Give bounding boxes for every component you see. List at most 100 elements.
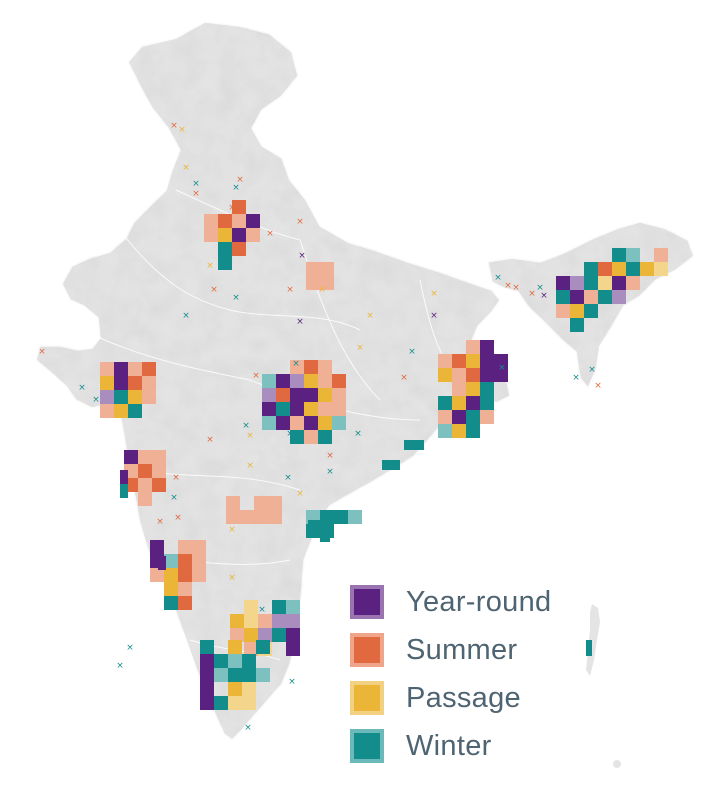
grid-cell (138, 492, 152, 506)
cross-marker-icon: × (408, 347, 416, 357)
cross-marker-icon: × (498, 363, 506, 373)
grid-cell (230, 628, 244, 642)
cross-marker-icon: × (286, 429, 294, 439)
coastal-cell (158, 556, 166, 570)
grid-cell (114, 362, 128, 376)
cross-marker-icon: × (588, 365, 596, 375)
grid-cell (320, 276, 334, 290)
cross-marker-icon: × (92, 395, 100, 405)
cross-marker-icon: × (326, 467, 334, 477)
cross-marker-icon: × (178, 125, 186, 135)
coastal-cell (308, 520, 330, 530)
grid-cell (480, 382, 494, 396)
grid-cell (466, 354, 480, 368)
grid-cell (332, 402, 346, 416)
grid-cell (452, 354, 466, 368)
grid-cell (320, 262, 334, 276)
grid-cell (138, 464, 152, 478)
cross-marker-icon: × (572, 373, 580, 383)
grid-cell (142, 376, 156, 390)
legend-item-winter: Winter (350, 722, 610, 770)
coastal-cell (586, 640, 592, 656)
grid-cell (306, 276, 320, 290)
grid-cell (276, 416, 290, 430)
grid-cell (438, 424, 452, 438)
grid-cell (138, 478, 152, 492)
grid-cell (556, 276, 570, 290)
cross-marker-icon: × (192, 189, 200, 199)
grid-cell (494, 354, 508, 368)
grid-cell (244, 614, 258, 628)
grid-cell (150, 540, 164, 554)
grid-cell (584, 304, 598, 318)
grid-cell (192, 540, 206, 554)
grid-cell (262, 402, 276, 416)
grid-cell (128, 404, 142, 418)
coastal-cell (120, 484, 128, 498)
grid-cell (114, 404, 128, 418)
grid-cell (164, 596, 178, 610)
summer-swatch (350, 633, 384, 667)
cross-marker-icon: × (366, 311, 374, 321)
cross-marker-icon: × (246, 461, 254, 471)
cross-marker-icon: × (172, 473, 180, 483)
grid-cell (598, 262, 612, 276)
grid-cell (242, 654, 256, 668)
cross-marker-icon: × (174, 513, 182, 523)
cross-marker-icon: × (182, 311, 190, 321)
grid-cell (178, 596, 192, 610)
grid-cell (152, 464, 166, 478)
grid-cell (128, 390, 142, 404)
grid-cell (438, 368, 452, 382)
grid-cell (290, 360, 304, 374)
grid-cell (218, 214, 232, 228)
cross-marker-icon: × (126, 643, 134, 653)
cross-marker-icon: × (210, 285, 218, 295)
grid-cell (228, 654, 242, 668)
cross-marker-icon: × (540, 291, 548, 301)
cross-marker-icon: × (228, 573, 236, 583)
grid-cell (290, 402, 304, 416)
grid-cell (304, 402, 318, 416)
cross-marker-icon: × (296, 317, 304, 327)
cross-marker-icon: × (206, 435, 214, 445)
grid-cell (466, 424, 480, 438)
grid-cell (332, 388, 346, 402)
grid-cell (200, 668, 214, 682)
legend-item-summer: Summer (350, 626, 610, 674)
grid-cell (640, 262, 654, 276)
grid-cell (100, 376, 114, 390)
grid-cell (466, 368, 480, 382)
cross-marker-icon: × (246, 431, 254, 441)
coastal-cell (320, 532, 330, 542)
grid-cell (276, 402, 290, 416)
andaman-islands (586, 604, 600, 676)
grid-cell (246, 214, 260, 228)
grid-cell (230, 614, 244, 628)
grid-cell (466, 340, 480, 354)
grid-cell (654, 262, 668, 276)
cross-marker-icon: × (206, 261, 214, 271)
grid-cell (152, 450, 166, 464)
grid-cell (256, 668, 270, 682)
grid-cell (254, 496, 268, 510)
grid-cell (598, 290, 612, 304)
grid-cell (214, 654, 228, 668)
cross-marker-icon: × (296, 217, 304, 227)
grid-cell (438, 410, 452, 424)
grid-cell (306, 262, 320, 276)
grid-cell (626, 262, 640, 276)
legend-label-year-round: Year-round (406, 585, 552, 618)
grid-cell (272, 600, 286, 614)
grid-cell (452, 382, 466, 396)
grid-cell (228, 668, 242, 682)
grid-cell (556, 290, 570, 304)
grid-cell (480, 354, 494, 368)
cross-marker-icon: × (192, 179, 200, 189)
grid-cell (612, 262, 626, 276)
grid-cell (178, 582, 192, 596)
grid-cell (480, 410, 494, 424)
grid-cell (452, 424, 466, 438)
grid-cell (100, 362, 114, 376)
